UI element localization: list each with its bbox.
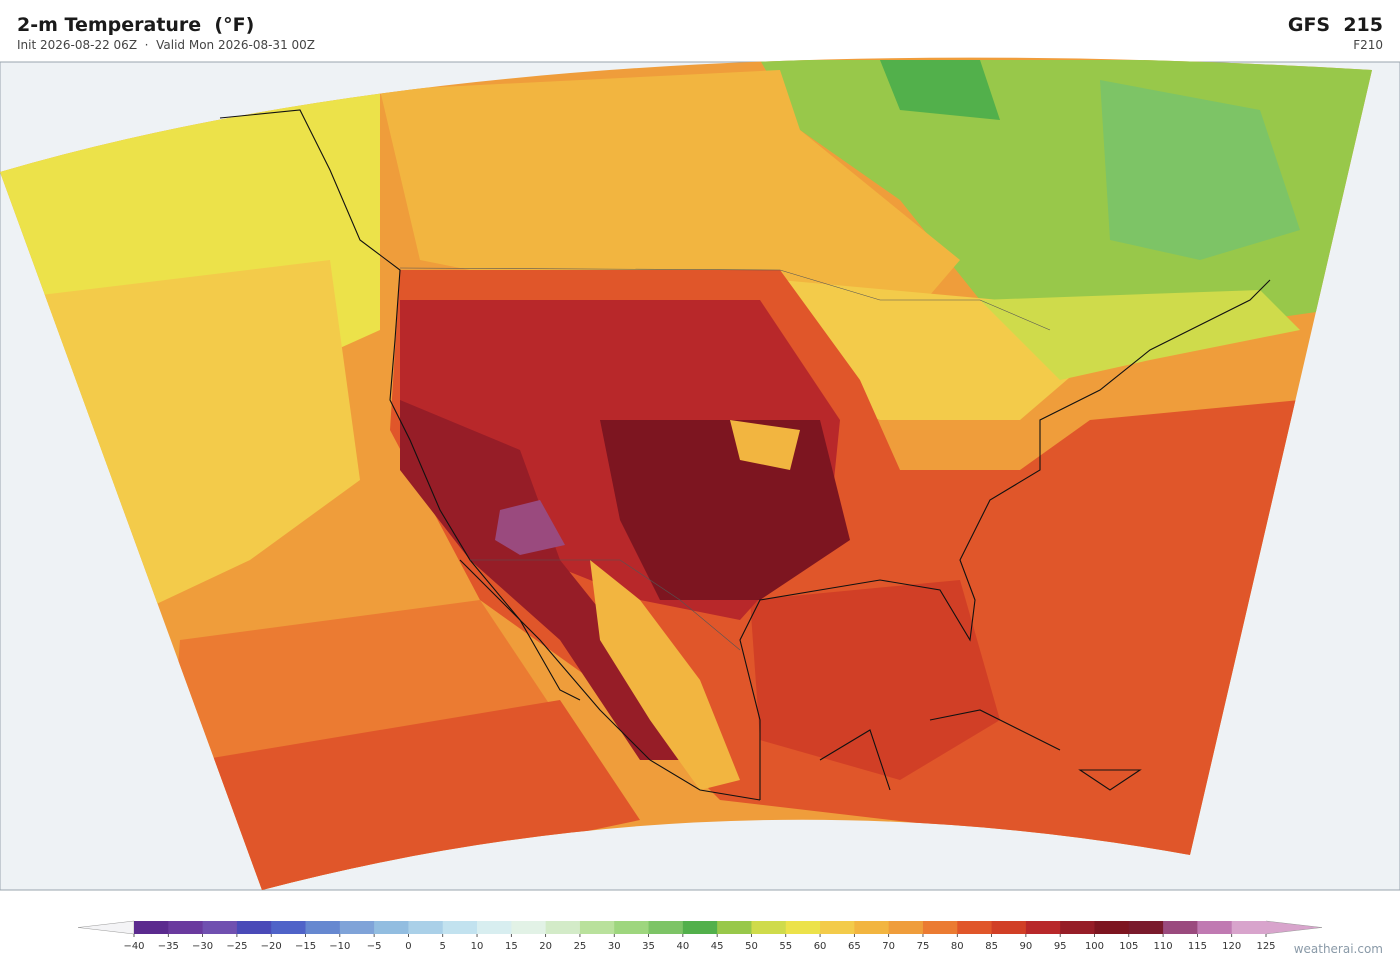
- colorbar: −40 −35 −30 −25 −20 −15 −10 −5 0 5 10 15 20 25 30 35 40 4…: [77, 920, 1323, 952]
- credit: weatherai.com: [1293, 942, 1383, 956]
- coastlines: [219, 109, 1271, 801]
- colorbar-bin: [442, 921, 478, 934]
- colorbar-bin: [408, 921, 444, 934]
- colorbar-bin: [1060, 921, 1095, 934]
- colorbar-bin: [236, 921, 272, 934]
- colorbar-bin: [854, 921, 890, 934]
- colorbar-bin: [271, 921, 307, 934]
- colorbar-bin: [134, 921, 169, 934]
- colorbar-bin: [820, 921, 855, 934]
- colorbar-tick-label: −40: [123, 941, 144, 952]
- colorbar-bin: [1128, 921, 1164, 934]
- colorbar-tick-label: 40: [676, 941, 689, 952]
- colorbar-bin: [957, 921, 993, 934]
- colorbar-bin: [305, 921, 341, 934]
- colorbar-bin: [682, 921, 718, 934]
- colorbar-tick-label: 95: [1054, 941, 1067, 952]
- colorbar-bin: [1197, 921, 1233, 934]
- colorbar-tick-label: 0: [405, 941, 411, 952]
- colorbar-tick-label: 90: [1020, 941, 1033, 952]
- colorbar-tick-label: −35: [158, 941, 179, 952]
- temperature-field: [0, 57, 1372, 890]
- borders: [399, 267, 1051, 651]
- colorbar-tick-label: 105: [1119, 941, 1138, 952]
- colorbar-tick-label: 35: [642, 941, 655, 952]
- colorbar-bin: [1025, 921, 1061, 934]
- colorbar-bin: [991, 921, 1027, 934]
- colorbar-bin: [1231, 921, 1267, 934]
- colorbar-tick-label: 100: [1085, 941, 1104, 952]
- colorbar-tick-label: 110: [1154, 941, 1173, 952]
- colorbar-over: [1265, 920, 1323, 935]
- colorbar-tick-label: 85: [985, 941, 998, 952]
- colorbar-tick-label: 55: [779, 941, 792, 952]
- colorbar-tick-label: 65: [848, 941, 861, 952]
- colorbar-bin: [751, 921, 787, 934]
- model-name: GFS 215: [1287, 14, 1383, 36]
- colorbar-bin: [545, 921, 581, 934]
- colorbar-tick-label: −10: [329, 941, 350, 952]
- colorbar-bin: [614, 921, 650, 934]
- colorbar-tick-label: 30: [608, 941, 621, 952]
- colorbar-bin: [648, 921, 684, 934]
- colorbar-tick-label: 25: [574, 941, 587, 952]
- colorbar-bin: [511, 921, 547, 934]
- forecast-hour: F210: [1353, 38, 1383, 52]
- colorbar-bin: [579, 921, 615, 934]
- colorbar-tick-label: 120: [1222, 941, 1241, 952]
- colorbar-tick-label: −30: [192, 941, 213, 952]
- colorbar-bin: [168, 921, 204, 934]
- colorbar-tick-label: 50: [745, 941, 758, 952]
- colorbar-tick-label: 10: [471, 941, 484, 952]
- colorbar-bin: [888, 921, 924, 934]
- colorbar-tick-label: −20: [261, 941, 282, 952]
- colorbar-tick-label: 60: [814, 941, 827, 952]
- colorbar-tick-label: 125: [1256, 941, 1275, 952]
- colorbar-tick-label: 75: [917, 941, 930, 952]
- colorbar-tick-label: 115: [1188, 941, 1207, 952]
- colorbar-tick-label: 80: [951, 941, 964, 952]
- colorbar-bin: [785, 921, 821, 934]
- colorbar-bin: [339, 921, 375, 934]
- colorbar-bin: [1163, 921, 1198, 934]
- colorbar-tick-label: −15: [295, 941, 316, 952]
- title: 2-m Temperature (°F): [17, 14, 255, 36]
- colorbar-bin: [374, 921, 409, 934]
- colorbar-tick-label: −25: [226, 941, 247, 952]
- colorbar-tick-label: 20: [539, 941, 552, 952]
- colorbar-tick-label: 45: [711, 941, 724, 952]
- subtitle: Init 2026-08-22 06Z · Valid Mon 2026-08-…: [17, 38, 316, 52]
- colorbar-bin: [1094, 921, 1130, 934]
- colorbar-bin: [202, 921, 238, 934]
- colorbar-tick-label: 15: [505, 941, 518, 952]
- colorbar-bin: [477, 921, 512, 934]
- colorbar-under: [77, 920, 135, 935]
- colorbar-bin: [922, 921, 958, 934]
- colorbar-tick-label: −5: [367, 941, 382, 952]
- colorbar-tick-label: 5: [440, 941, 446, 952]
- colorbar-tick-label: 70: [882, 941, 895, 952]
- colorbar-bin: [717, 921, 752, 934]
